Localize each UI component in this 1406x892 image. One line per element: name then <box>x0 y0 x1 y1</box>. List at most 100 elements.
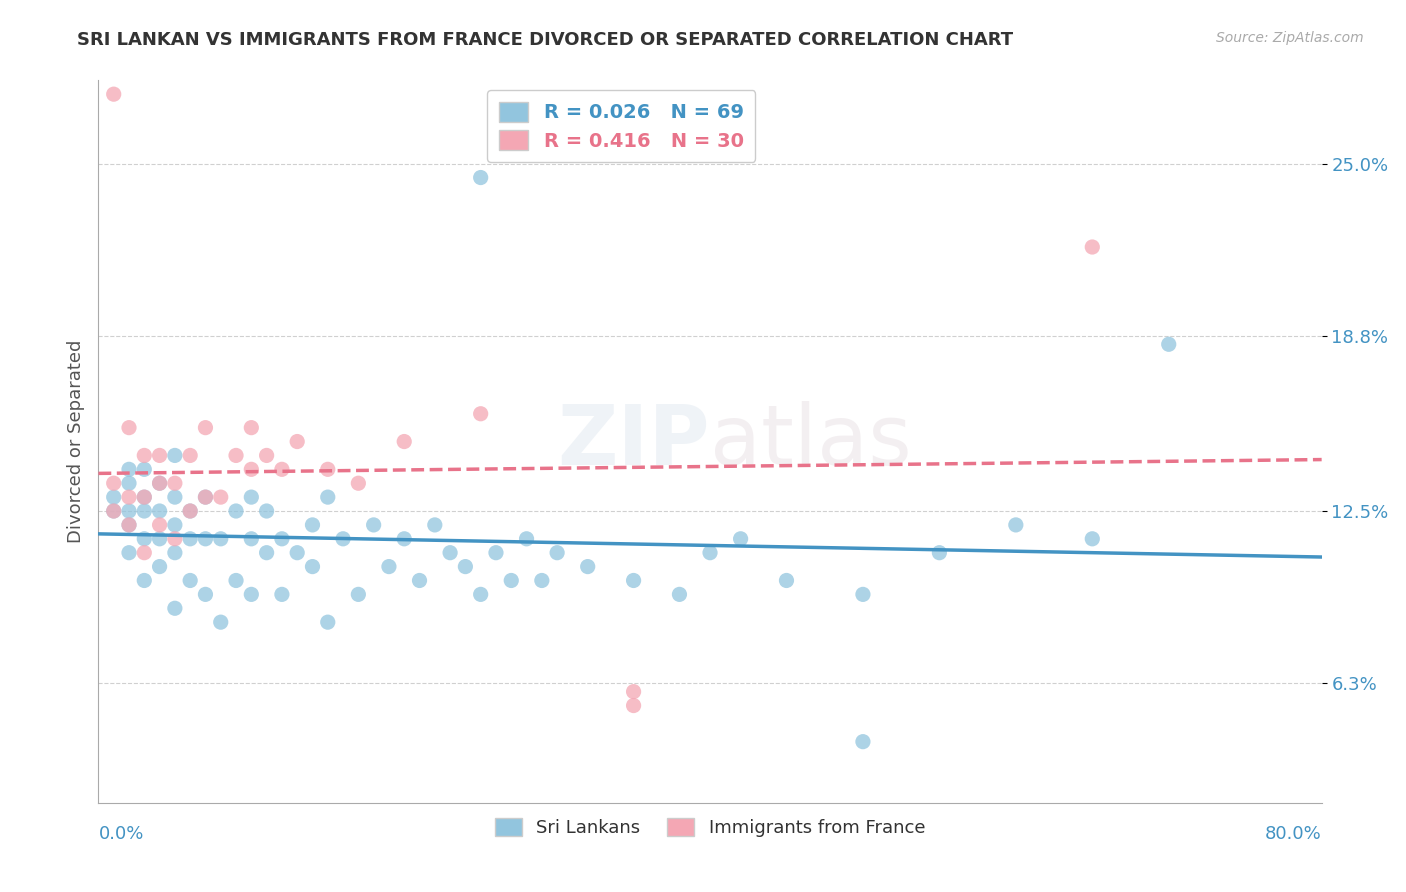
Point <box>470 407 492 421</box>
Point <box>576 559 599 574</box>
Point <box>103 87 125 102</box>
Point <box>301 517 323 532</box>
Point <box>530 574 553 588</box>
Point <box>118 490 141 504</box>
Point <box>285 434 308 449</box>
Point <box>392 434 416 449</box>
Point <box>439 546 461 560</box>
Point <box>209 532 232 546</box>
Point <box>163 546 186 560</box>
Point <box>149 449 172 463</box>
Point <box>623 684 645 698</box>
Point <box>623 574 645 588</box>
Point <box>163 490 186 504</box>
Point <box>179 449 201 463</box>
Point <box>285 546 308 560</box>
Point <box>163 517 186 532</box>
Point <box>668 587 690 601</box>
Point <box>118 420 141 434</box>
Point <box>501 574 523 588</box>
Point <box>270 587 292 601</box>
Text: ZIP: ZIP <box>558 401 710 482</box>
Point <box>163 476 186 491</box>
Point <box>470 170 492 185</box>
Point <box>516 532 538 546</box>
Point <box>730 532 752 546</box>
Point <box>775 574 797 588</box>
Point <box>270 462 292 476</box>
Point <box>240 532 263 546</box>
Point <box>179 532 201 546</box>
Point <box>103 490 125 504</box>
Point <box>163 601 186 615</box>
Point <box>194 532 217 546</box>
Point <box>118 504 141 518</box>
Point <box>149 476 172 491</box>
Point <box>118 517 141 532</box>
Point <box>256 449 278 463</box>
Point <box>852 587 875 601</box>
Point <box>699 546 721 560</box>
Point <box>852 734 875 748</box>
Point <box>149 476 172 491</box>
Point <box>256 504 278 518</box>
Point <box>1157 337 1180 351</box>
Point <box>1004 517 1026 532</box>
Point <box>179 574 201 588</box>
Point <box>194 490 217 504</box>
Point <box>118 546 141 560</box>
Point <box>301 559 323 574</box>
Point <box>179 504 201 518</box>
Point <box>209 490 232 504</box>
Point <box>347 587 370 601</box>
Point <box>209 615 232 630</box>
Legend: Sri Lankans, Immigrants from France: Sri Lankans, Immigrants from France <box>488 811 932 845</box>
Point <box>103 504 125 518</box>
Text: atlas: atlas <box>710 401 911 482</box>
Point <box>347 476 370 491</box>
Point <box>408 574 430 588</box>
Point <box>163 532 186 546</box>
Point <box>194 587 217 601</box>
Text: Source: ZipAtlas.com: Source: ZipAtlas.com <box>1216 31 1364 45</box>
Point <box>392 532 416 546</box>
Point <box>378 559 401 574</box>
Point <box>1081 532 1104 546</box>
Point <box>134 504 156 518</box>
Text: 0.0%: 0.0% <box>98 825 143 843</box>
Point <box>103 476 125 491</box>
Point <box>163 449 186 463</box>
Point <box>134 490 156 504</box>
Point <box>118 476 141 491</box>
Point <box>149 517 172 532</box>
Point <box>454 559 477 574</box>
Point <box>316 490 339 504</box>
Point <box>623 698 645 713</box>
Point <box>225 449 247 463</box>
Point <box>134 449 156 463</box>
Point <box>103 504 125 518</box>
Point <box>240 587 263 601</box>
Point <box>179 504 201 518</box>
Point <box>149 504 172 518</box>
Point <box>118 462 141 476</box>
Point <box>194 490 217 504</box>
Point <box>546 546 568 560</box>
Point <box>134 546 156 560</box>
Point <box>240 420 263 434</box>
Point <box>1081 240 1104 254</box>
Point <box>240 462 263 476</box>
Point <box>134 490 156 504</box>
Point <box>423 517 446 532</box>
Point <box>194 420 217 434</box>
Point <box>470 587 492 601</box>
Point <box>316 615 339 630</box>
Point <box>363 517 385 532</box>
Point <box>134 462 156 476</box>
Point <box>485 546 508 560</box>
Text: 80.0%: 80.0% <box>1265 825 1322 843</box>
Point <box>256 546 278 560</box>
Point <box>134 532 156 546</box>
Point <box>149 532 172 546</box>
Point <box>270 532 292 546</box>
